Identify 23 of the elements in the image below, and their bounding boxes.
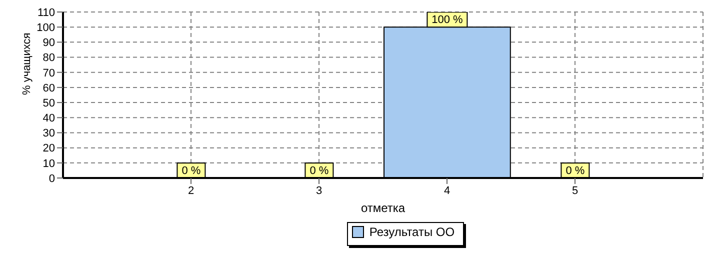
data-label: 0 % [310, 165, 329, 177]
x-tick-label: 3 [316, 184, 322, 197]
data-label: 0 % [566, 165, 585, 177]
y-tick-label: 0 [48, 172, 55, 185]
y-tick-label: 40 [42, 112, 55, 125]
y-tick-label: 70 [42, 67, 55, 80]
x-tick-label: 4 [444, 184, 450, 197]
y-tick-label: 80 [42, 52, 55, 64]
y-tick-label: 110 [37, 6, 55, 19]
y-tick-label: 50 [42, 97, 55, 110]
x-tick-label: 2 [188, 184, 194, 197]
y-tick-label: 60 [42, 82, 55, 94]
y-tick-label: 20 [42, 142, 55, 155]
y-tick-label: 100 [36, 22, 55, 34]
data-label: 0 % [182, 165, 201, 177]
y-axis-title: % учащихся [20, 32, 33, 95]
legend-label: Результаты ОО [368, 225, 455, 239]
data-label: 100 % [432, 14, 464, 26]
y-tick-label: 10 [42, 158, 55, 170]
y-tick-label: 90 [42, 37, 55, 50]
x-tick-label: 5 [572, 184, 578, 197]
y-tick-label: 30 [42, 128, 55, 140]
x-axis-title: отметка [360, 201, 406, 215]
